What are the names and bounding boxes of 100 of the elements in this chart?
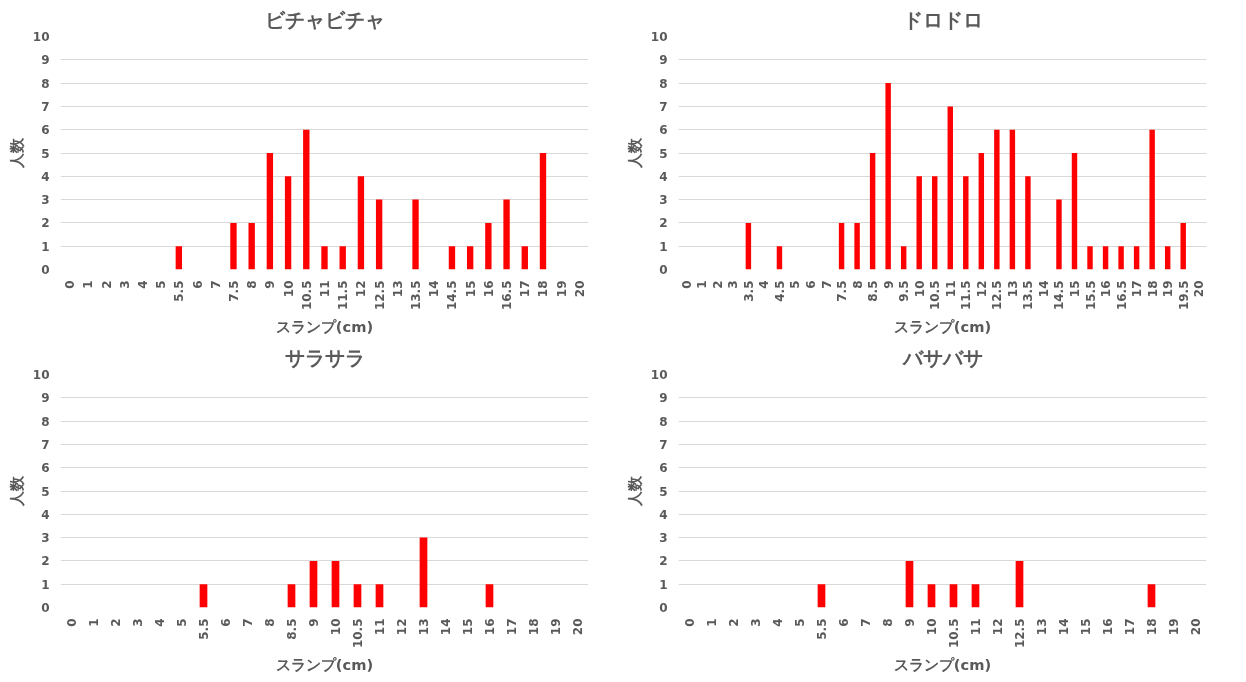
x-tick-label: 11 <box>943 280 958 298</box>
x-tick-label: 18 <box>1145 618 1159 636</box>
x-tick-label: 4 <box>153 618 167 627</box>
y-tick-label: 6 <box>41 123 50 138</box>
y-tick-label: 0 <box>41 601 50 615</box>
x-tick-label: 13.5 <box>409 280 424 311</box>
x-tick-label: 13 <box>390 280 405 298</box>
x-tick-label: 8 <box>245 280 260 289</box>
x-tick-label: 5 <box>793 618 807 627</box>
x-tick-label: 20 <box>1189 618 1203 636</box>
y-axis-title: 人数 <box>7 137 25 169</box>
y-tick-label: 8 <box>659 414 668 429</box>
y-axis-title: 人数 <box>7 475 25 507</box>
x-tick-label: 4 <box>757 280 772 289</box>
x-tick-label: 10.5 <box>947 618 961 649</box>
x-tick-label: 0 <box>683 618 697 627</box>
y-tick-label: 0 <box>41 263 50 277</box>
y-tick-label: 6 <box>41 461 50 476</box>
x-tick-label: 5 <box>175 618 189 627</box>
x-tick-label: 14 <box>1036 280 1051 298</box>
x-tick-label: 16.5 <box>500 280 515 311</box>
x-tick-label: 12 <box>974 280 989 298</box>
y-tick-label: 0 <box>659 263 668 277</box>
x-tick-label: 4 <box>135 280 150 289</box>
y-tick-label: 3 <box>659 193 668 208</box>
x-tick-label: 10 <box>912 280 927 298</box>
x-tick-label: 0 <box>63 280 78 289</box>
x-tick-label: 2 <box>109 618 123 627</box>
y-tick-label: 5 <box>41 484 50 499</box>
x-tick-label: 5 <box>154 280 169 289</box>
x-tick-label: 1 <box>705 618 719 627</box>
x-tick-label: 10.5 <box>928 280 943 311</box>
x-tick-label: 1 <box>81 280 96 289</box>
x-axis-title: スランプ(cm) <box>275 656 374 674</box>
x-tick-label: 19 <box>554 280 569 298</box>
y-tick-label: 9 <box>659 53 668 68</box>
y-tick-label: 6 <box>659 461 668 476</box>
x-tick-label: 6 <box>190 280 205 289</box>
x-tick-label: 8 <box>850 280 865 289</box>
y-tick-label: 10 <box>650 368 668 382</box>
x-tick-label: 16 <box>481 280 496 298</box>
x-tick-label: 14 <box>427 280 442 298</box>
x-tick-label: 14.5 <box>1052 280 1067 311</box>
x-tick-label: 15.5 <box>1083 280 1098 311</box>
x-tick-label: 18 <box>527 618 541 636</box>
y-tick-label: 8 <box>41 414 50 429</box>
x-tick-label: 12.5 <box>372 280 387 311</box>
y-tick-label: 5 <box>659 146 668 161</box>
x-tick-label: 14 <box>1057 618 1071 636</box>
y-tick-label: 4 <box>41 169 50 184</box>
y-tick-label: 9 <box>41 53 50 68</box>
x-tick-label: 2 <box>727 618 741 627</box>
x-tick-label: 12 <box>395 618 409 636</box>
y-tick-label: 3 <box>41 193 50 208</box>
x-tick-label: 7.5 <box>226 280 241 302</box>
y-tick-label: 0 <box>659 601 668 615</box>
x-tick-label: 20 <box>572 280 587 298</box>
chart-title: ビチャビチャ <box>264 7 385 32</box>
y-tick-label: 2 <box>659 554 668 569</box>
x-tick-label: 17 <box>1130 280 1145 298</box>
x-tick-label: 19 <box>1167 618 1181 636</box>
y-tick-label: 1 <box>41 239 50 254</box>
chart-title: サラサラ <box>284 345 365 370</box>
x-tick-label: 14.5 <box>445 280 460 311</box>
x-tick-label: 10 <box>281 280 296 298</box>
x-tick-label: 2 <box>710 280 725 289</box>
x-tick-label: 15 <box>463 280 478 298</box>
x-tick-label: 5.5 <box>815 618 829 640</box>
x-tick-label: 11 <box>373 618 387 636</box>
x-tick-label: 8.5 <box>285 618 299 640</box>
x-tick-label: 1 <box>695 280 710 289</box>
y-axis-title: 人数 <box>625 475 643 507</box>
x-tick-label: 11 <box>969 618 983 636</box>
y-tick-label: 3 <box>41 531 50 546</box>
y-tick-label: 10 <box>650 30 668 44</box>
x-tick-label: 1 <box>87 618 101 627</box>
x-tick-label: 7.5 <box>835 280 850 302</box>
x-tick-label: 5.5 <box>197 618 211 640</box>
x-tick-label: 17 <box>505 618 519 636</box>
x-tick-label: 10.5 <box>351 618 365 649</box>
x-tick-label: 3 <box>117 280 132 289</box>
y-tick-label: 1 <box>41 577 50 592</box>
x-tick-label: 19.5 <box>1176 280 1191 311</box>
x-tick-label: 8 <box>881 618 895 627</box>
y-tick-label: 3 <box>659 531 668 546</box>
x-tick-label: 12 <box>354 280 369 298</box>
y-tick-label: 7 <box>659 437 668 452</box>
y-tick-label: 1 <box>659 239 668 254</box>
x-tick-label: 0 <box>679 280 694 289</box>
y-tick-label: 2 <box>41 216 50 231</box>
x-tick-label: 11.5 <box>959 280 974 311</box>
x-tick-label: 10 <box>925 618 939 636</box>
x-tick-label: 13 <box>1005 280 1020 298</box>
y-tick-label: 4 <box>659 169 668 184</box>
x-tick-label: 19 <box>1161 280 1176 298</box>
x-tick-label: 17 <box>518 280 533 298</box>
y-tick-label: 5 <box>41 146 50 161</box>
x-tick-label: 14 <box>439 618 453 636</box>
chart-title: バサバサ <box>901 345 983 370</box>
x-tick-label: 3 <box>749 618 763 627</box>
